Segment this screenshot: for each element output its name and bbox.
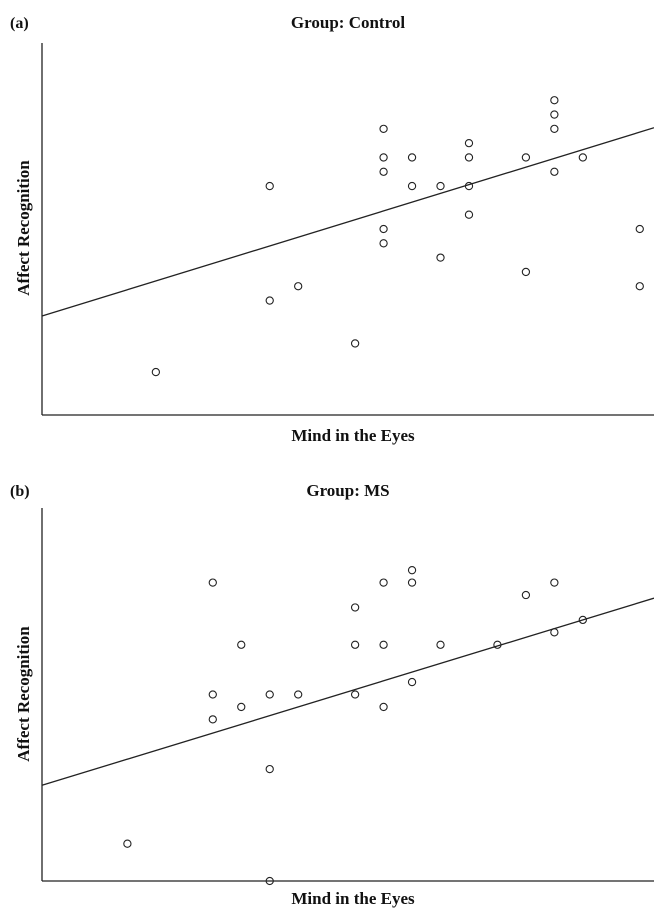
panel-label-a: (a): [10, 15, 29, 32]
data-point: [379, 640, 388, 649]
data-point: [237, 640, 246, 649]
data-point: [521, 590, 531, 600]
data-point: [265, 690, 274, 699]
data-point: [407, 566, 417, 575]
data-point: [550, 96, 559, 105]
data-point: [521, 267, 531, 277]
regression-line: [41, 597, 654, 786]
data-point: [635, 282, 644, 291]
data-point: [436, 181, 445, 191]
data-point: [550, 578, 559, 587]
panel-control: (a) Group: Control Affect Recognition Mi…: [10, 13, 654, 445]
data-point: [123, 839, 132, 848]
data-point: [493, 640, 502, 649]
x-axis-label-control: Mind in the Eyes: [291, 426, 415, 445]
data-point: [294, 690, 303, 699]
panel-ms: (b) Group: MS Affect Recognition Mind in…: [10, 481, 654, 908]
data-point: [350, 339, 360, 348]
data-point: [294, 282, 303, 291]
data-point: [550, 110, 559, 119]
data-point: [436, 253, 445, 262]
data-point: [436, 640, 445, 649]
data-point: [550, 124, 559, 133]
plot-area-control: [41, 43, 654, 416]
data-point: [265, 296, 274, 305]
x-axis-label-ms: Mind in the Eyes: [291, 889, 415, 908]
data-point: [350, 640, 360, 649]
data-point: [407, 153, 417, 162]
data-point: [208, 715, 217, 724]
data-point: [578, 615, 587, 625]
data-point: [265, 181, 274, 191]
data-point: [550, 167, 559, 176]
data-point: [265, 764, 274, 774]
data-point: [407, 181, 417, 191]
data-point: [151, 367, 161, 377]
data-point: [521, 153, 531, 162]
data-point: [578, 153, 587, 162]
data-point: [379, 224, 388, 234]
data-point: [208, 690, 217, 699]
data-point: [350, 603, 360, 612]
chart-title-ms: Group: MS: [306, 481, 389, 500]
y-axis-label-control: Affect Recognition: [14, 160, 33, 296]
data-point: [464, 181, 474, 191]
data-point: [464, 153, 474, 162]
regression-line: [41, 127, 654, 317]
data-point: [379, 578, 388, 587]
data-point: [464, 210, 474, 219]
plot-area-ms: [41, 508, 654, 886]
data-point: [407, 677, 417, 687]
data-point: [379, 239, 388, 248]
panel-label-b: (b): [10, 483, 30, 500]
data-point: [550, 628, 559, 637]
data-point: [379, 124, 388, 133]
data-point: [265, 876, 274, 886]
data-point: [379, 153, 388, 162]
data-point: [464, 139, 474, 148]
chart-title-control: Group: Control: [291, 13, 405, 32]
y-axis-label-ms: Affect Recognition: [14, 626, 33, 762]
data-point: [379, 702, 388, 712]
data-point: [208, 578, 217, 587]
data-point: [237, 702, 246, 712]
data-point: [379, 167, 388, 176]
data-point: [407, 578, 417, 587]
data-point: [635, 224, 644, 234]
data-point: [350, 690, 360, 699]
